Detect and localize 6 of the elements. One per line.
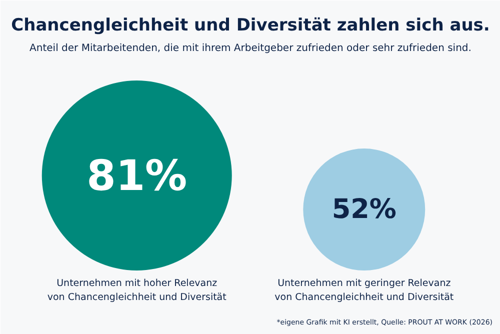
data-label: 52%: [332, 194, 396, 226]
category-label: Unternehmen mit hoher Relevanz von Chancengleichheit und Diversität: [47, 278, 227, 303]
text: Anteil der Mitarbeitenden, die mit ihrem Arbeitgeber zufrieden oder sehr zufrieden sind.: [30, 43, 472, 54]
category-label: Unternehmen mit geringer Relevanz von Chancengleichheit und Diversität: [274, 278, 454, 303]
data-label: 81%: [86, 151, 188, 200]
text: Chancengleichheit und Diversität zahlen sich aus.: [11, 16, 490, 36]
